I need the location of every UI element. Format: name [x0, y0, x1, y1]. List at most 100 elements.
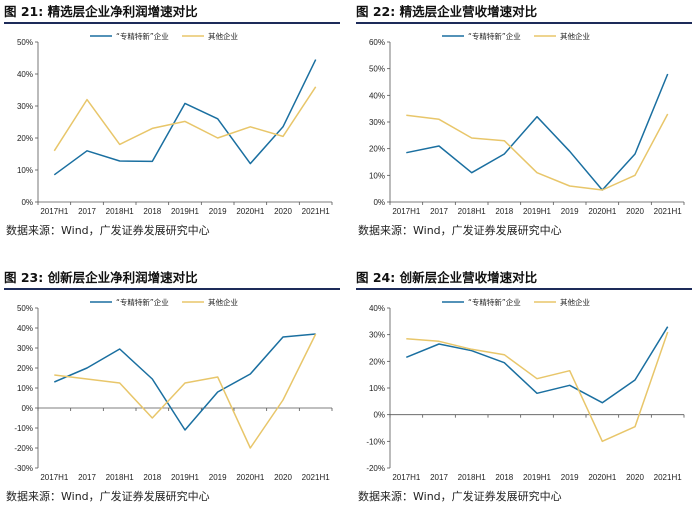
figure-23-number: 图 23: — [4, 270, 44, 285]
figure-24-x-tick-label: 2020H1 — [588, 473, 617, 482]
figure-21-source: 数据来源：Wind，广发证券发展研究中心 — [6, 224, 210, 237]
figure-24-chart: -20% -10% 0% 10% 20% 30% 40% 2017H1 2017 2018H1 20… — [366, 297, 685, 482]
figure-22-y-tick-label: 10% — [369, 171, 385, 180]
figure-23-x-tick-label: 2019 — [209, 473, 227, 482]
figure-24-x-tick-label: 2020 — [626, 473, 644, 482]
figure-21-number: 图 21: — [4, 4, 44, 19]
figure-24-y-tick-label: 20% — [369, 357, 385, 366]
figure-23-y-tick-label: -10% — [14, 424, 33, 433]
figure-22-legend-label: 其他企业 — [560, 31, 590, 41]
figure-23-y-tick-label: 20% — [17, 364, 33, 373]
figure-23-x-tick-label: 2021H1 — [302, 473, 331, 482]
figure-21-y-tick-label: 50% — [17, 38, 33, 47]
figure-23-legend-label: “专精特新”企业 — [116, 297, 169, 307]
figure-23-x-tick-label: 2017 — [78, 473, 96, 482]
figure-22-x-tick-label: 2021H1 — [654, 207, 683, 216]
figure-21-y-tick-label: 40% — [17, 70, 33, 79]
figure-24-y-tick-label: 30% — [369, 331, 385, 340]
figure-22-x-tick-label: 2018 — [495, 207, 513, 216]
figure-24-legend-label: “专精特新”企业 — [468, 297, 521, 307]
figure-23-x-tick-label: 2019H1 — [171, 473, 200, 482]
figure-21-x-tick-label: 2017H1 — [40, 207, 69, 216]
figure-23-heading: 创新层企业净利润增速对比 — [47, 270, 198, 285]
figure-24-heading: 创新层企业营收增速对比 — [399, 270, 538, 285]
figure-22-panel: 图 22: 精选层企业营收增速对比 0% 10% 20% 30% 40% 50% 60% 20… — [356, 2, 692, 240]
figure-21-y-tick-label: 20% — [17, 134, 33, 143]
figure-22-x-tick-label: 2017H1 — [392, 207, 421, 216]
figure-21-x-tick-label: 2019H1 — [171, 207, 200, 216]
figure-22-x-tick-label: 2020H1 — [588, 207, 617, 216]
figure-23-panel: 图 23: 创新层企业净利润增速对比 -30% -20% -10% 0% 10% 20% 3… — [4, 268, 340, 506]
figure-21-x-tick-label: 2019 — [209, 207, 227, 216]
figure-24-title: 图 24: 创新层企业营收增速对比 — [356, 268, 692, 288]
figure-21-x-tick-label: 2018 — [143, 207, 161, 216]
figure-22-x-tick-label: 2018H1 — [458, 207, 487, 216]
figure-22-chart: 0% 10% 20% 30% 40% 50% 60% 2017H1 2017 2018H1 2018… — [369, 31, 685, 216]
figure-21-y-tick-label: 10% — [17, 166, 33, 175]
figure-24-y-tick-label: 10% — [369, 384, 385, 393]
figure-22-y-tick-label: 30% — [369, 118, 385, 127]
figure-22-number: 图 22: — [356, 4, 396, 19]
figure-24-x-tick-label: 2018H1 — [458, 473, 487, 482]
figure-23-x-tick-label: 2020H1 — [236, 473, 265, 482]
figure-21-x-tick-label: 2017 — [78, 207, 96, 216]
figure-23-series-line-specialized — [54, 333, 316, 431]
figure-22-source: 数据来源：Wind，广发证券发展研究中心 — [358, 224, 562, 237]
figure-23-series-line-other — [54, 333, 317, 449]
figure-23-title-rule — [4, 288, 340, 290]
figure-23-x-tick-label: 2017H1 — [40, 473, 69, 482]
figure-23-y-tick-label: -30% — [14, 464, 33, 473]
figure-22-x-tick-label: 2019H1 — [523, 207, 552, 216]
figure-24-x-tick-label: 2021H1 — [654, 473, 683, 482]
figure-21-y-tick-label: 0% — [21, 198, 33, 207]
figure-23-source: 数据来源：Wind，广发证券发展研究中心 — [6, 490, 210, 503]
figure-24-series-line-other — [406, 331, 669, 443]
figure-22-heading: 精选层企业营收增速对比 — [399, 4, 538, 19]
figure-22-y-tick-label: 40% — [369, 91, 385, 100]
figure-21-series-line-specialized — [53, 59, 317, 176]
figure-21-chart: 0% 10% 20% 30% 40% 50% 2017H1 2017 2018H1 2018 201… — [17, 31, 333, 216]
figure-21-title-rule — [4, 22, 340, 24]
figure-21-panel: 图 21: 精选层企业净利润增速对比 0% 10% 20% 30% 40% 50% 2017… — [4, 2, 340, 240]
figure-22-x-tick-label: 2019 — [561, 207, 579, 216]
figure-23-y-tick-label: 40% — [17, 324, 33, 333]
figure-24-source: 数据来源：Wind，广发证券发展研究中心 — [358, 490, 562, 503]
figure-21-heading: 精选层企业净利润增速对比 — [47, 4, 198, 19]
figure-23-y-tick-label: 10% — [17, 384, 33, 393]
figure-22-y-tick-label: 20% — [369, 145, 385, 154]
figure-23-title: 图 23: 创新层企业净利润增速对比 — [4, 268, 340, 288]
figure-21-title: 图 21: 精选层企业净利润增速对比 — [4, 2, 340, 22]
figure-24-y-tick-label: -20% — [366, 464, 385, 473]
figure-23-legend-label: 其他企业 — [208, 297, 238, 307]
figure-24-title-rule — [356, 288, 692, 290]
figure-24-number: 图 24: — [356, 270, 396, 285]
figure-24-x-tick-label: 2019 — [561, 473, 579, 482]
figure-22-x-tick-label: 2020 — [626, 207, 644, 216]
figure-24-x-tick-label: 2017 — [430, 473, 448, 482]
figure-22-x-tick-label: 2017 — [430, 207, 448, 216]
figure-23-y-tick-label: 30% — [17, 344, 33, 353]
figure-22-y-tick-label: 0% — [373, 198, 385, 207]
figure-21-x-tick-label: 2021H1 — [302, 207, 331, 216]
figure-22-title: 图 22: 精选层企业营收增速对比 — [356, 2, 692, 22]
figure-23-x-tick-label: 2020 — [274, 473, 292, 482]
figure-22-title-rule — [356, 22, 692, 24]
figure-22-series-line-other — [406, 113, 669, 191]
figure-21-y-tick-label: 30% — [17, 102, 33, 111]
figure-24-x-tick-label: 2017H1 — [392, 473, 421, 482]
figure-24-x-tick-label: 2018 — [495, 473, 513, 482]
figure-24-x-tick-label: 2019H1 — [523, 473, 552, 482]
figure-24-series-line-specialized — [406, 326, 669, 404]
figure-22-y-tick-label: 50% — [369, 65, 385, 74]
figure-23-x-tick-label: 2018 — [143, 473, 161, 482]
figure-21-x-tick-label: 2018H1 — [106, 207, 135, 216]
figure-23-y-tick-label: 0% — [21, 404, 33, 413]
figure-24-y-tick-label: -10% — [366, 437, 385, 446]
figure-21-legend-label: “专精特新”企业 — [116, 31, 169, 41]
figure-22-y-tick-label: 60% — [369, 38, 385, 47]
figure-24-y-tick-label: 0% — [373, 411, 385, 420]
figure-23-chart: -30% -20% -10% 0% 10% 20% 30% 40% 50% 2017H1 2017 2… — [14, 297, 333, 482]
figure-21-x-tick-label: 2020H1 — [236, 207, 265, 216]
figure-21-series-line-other — [53, 86, 317, 152]
